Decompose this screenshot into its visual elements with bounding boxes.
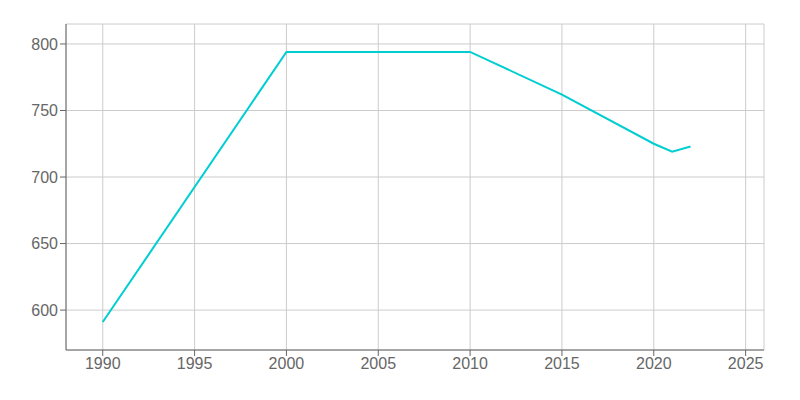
svg-text:2000: 2000 bbox=[269, 355, 305, 372]
svg-text:1995: 1995 bbox=[177, 355, 213, 372]
svg-text:2025: 2025 bbox=[728, 355, 764, 372]
svg-text:800: 800 bbox=[31, 36, 58, 53]
svg-text:1990: 1990 bbox=[85, 355, 121, 372]
svg-text:2005: 2005 bbox=[360, 355, 396, 372]
svg-text:600: 600 bbox=[31, 302, 58, 319]
svg-text:700: 700 bbox=[31, 169, 58, 186]
svg-text:750: 750 bbox=[31, 102, 58, 119]
svg-text:2010: 2010 bbox=[452, 355, 488, 372]
svg-text:2020: 2020 bbox=[636, 355, 672, 372]
svg-text:2015: 2015 bbox=[544, 355, 580, 372]
svg-text:650: 650 bbox=[31, 235, 58, 252]
